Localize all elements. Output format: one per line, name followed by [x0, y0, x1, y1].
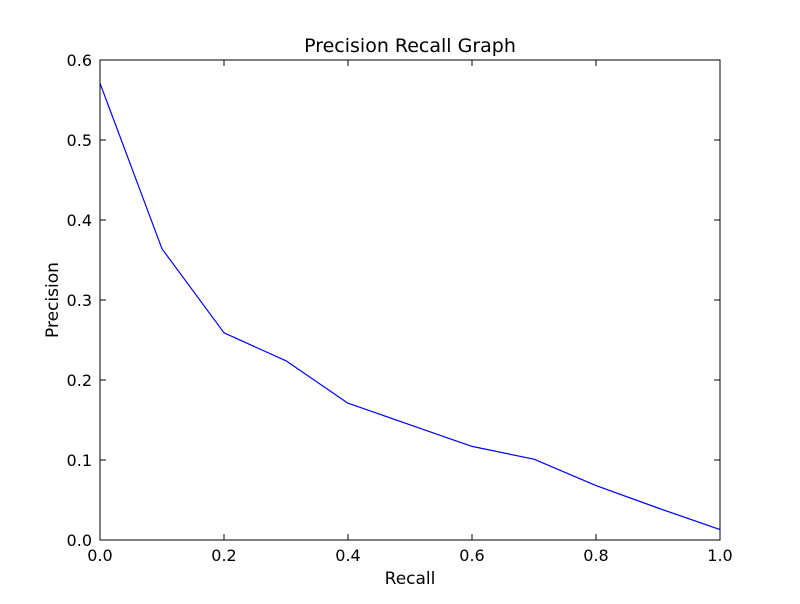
x-tick-label: 0.8 [583, 546, 608, 565]
series-layer [100, 83, 720, 529]
precision-recall-line [100, 83, 720, 529]
x-tick-label: 0.4 [335, 546, 360, 565]
x-tick-label: 0.6 [459, 546, 484, 565]
y-axis-label: Precision [43, 262, 63, 338]
y-tick-labels: 0.0 0.1 0.2 0.3 0.4 0.5 0.6 [67, 51, 92, 550]
chart-title: Precision Recall Graph [304, 35, 516, 57]
y-tick-label: 0.6 [67, 51, 92, 70]
tick-marks [100, 60, 720, 540]
x-axis-label: Recall [385, 569, 436, 589]
y-tick-label: 0.3 [67, 291, 92, 310]
y-tick-label: 0.5 [67, 131, 92, 150]
y-tick-label: 0.2 [67, 371, 92, 390]
plot-frame [100, 60, 720, 540]
x-tick-label: 1.0 [707, 546, 732, 565]
x-tick-label: 0.2 [211, 546, 236, 565]
y-tick-label: 0.1 [67, 451, 92, 470]
y-tick-label: 0.4 [67, 211, 92, 230]
y-tick-label: 0.0 [67, 531, 92, 550]
